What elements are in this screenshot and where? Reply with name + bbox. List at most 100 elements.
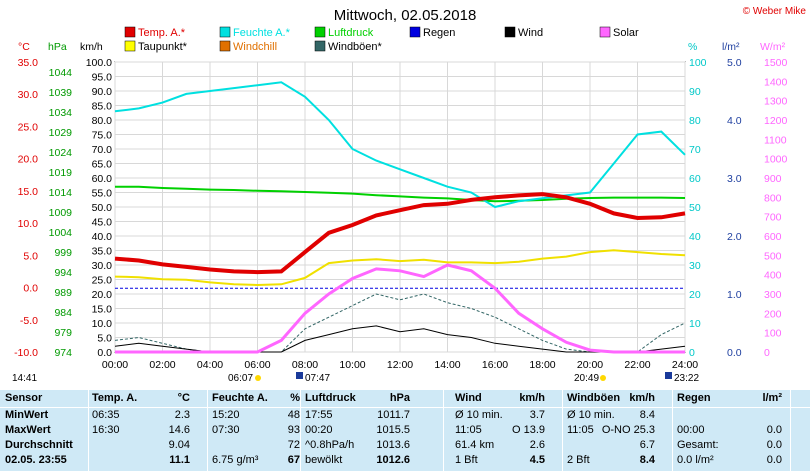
table-cell: 6.7 (639, 439, 655, 451)
temp-tick-label: 5.0 (23, 250, 38, 262)
hpa-tick-label: 989 (54, 287, 72, 299)
rain-tick-label: 4.0 (727, 115, 742, 127)
table-cell: 02.05. 23:55 (5, 454, 67, 466)
kmh-tick-label: 5.0 (97, 333, 112, 345)
pct-tick-label: 30 (689, 260, 701, 272)
time-tick-label: 20:00 (577, 359, 603, 371)
axis-unit-label: hPa (48, 41, 67, 53)
table-header-cell: °C (177, 392, 190, 404)
table-cell: 1015.5 (376, 424, 410, 436)
table-cell: 1011.7 (377, 409, 410, 421)
kmh-tick-label: 10.0 (92, 318, 113, 330)
table-cell: bewölkt (305, 454, 343, 466)
solar-tick-label: 400 (764, 270, 782, 282)
legend-label: Windböen* (328, 41, 383, 53)
table-header-cell: Luftdruck (305, 392, 356, 404)
legend-swatch (409, 26, 421, 38)
table-cell: 0.0 (766, 439, 782, 451)
time-tick-label: 14:00 (434, 359, 460, 371)
kmh-tick-label: 15.0 (92, 304, 113, 316)
table-divider (207, 390, 208, 471)
hpa-tick-label: 1004 (49, 227, 73, 239)
series-line-solar (115, 263, 685, 354)
table-cell: 1012.6 (376, 454, 410, 466)
table-divider (88, 390, 89, 471)
sunrise2-label: 07:47 (305, 373, 330, 384)
axis-unit-label: W/m² (760, 41, 786, 53)
solar-tick-label: 1100 (764, 134, 787, 146)
time-tick-label: 02:00 (149, 359, 175, 371)
series-line-taupunkt (114, 249, 686, 287)
sunset-label: 20:49 (574, 373, 599, 384)
table-cell: 9.04 (168, 439, 190, 451)
chart-grid (114, 61, 686, 353)
table-divider (443, 390, 444, 471)
legend-label: Regen (423, 27, 455, 39)
kmh-tick-label: 95.0 (92, 72, 113, 84)
table-header-cell: Sensor (5, 392, 43, 404)
table-header-cell: km/h (519, 392, 545, 404)
legend-label: Taupunkt* (138, 41, 188, 53)
temp-tick-label: 0.0 (23, 283, 38, 295)
temp-tick-label: 25.0 (18, 121, 39, 133)
legend-swatch (314, 40, 326, 52)
table-header-cell: Feuchte A. (212, 392, 268, 404)
time-tick-label: 06:00 (244, 359, 270, 371)
table-cell: 72 (287, 439, 300, 451)
time-tick-label: 18:00 (529, 359, 555, 371)
kmh-tick-label: 55.0 (92, 188, 113, 200)
solar-tick-label: 1400 (764, 76, 788, 88)
moon-icon (296, 372, 303, 379)
table-divider (300, 390, 301, 471)
table-header-cell: Temp. A. (92, 392, 138, 404)
rain-tick-label: 0.0 (727, 347, 742, 359)
axis-unit-label: l/m² (722, 41, 740, 53)
solar-tick-label: 600 (764, 231, 782, 243)
solar-tick-label: 800 (764, 192, 782, 204)
pct-tick-label: 40 (689, 231, 701, 243)
time-tick-label: 04:00 (197, 359, 223, 371)
hpa-tick-label: 1014 (49, 187, 73, 199)
rain-tick-label: 3.0 (727, 173, 742, 185)
chart-series (114, 81, 686, 354)
sun-icon (600, 375, 606, 381)
solar-tick-label: 1200 (764, 115, 788, 127)
temp-tick-label: -5.0 (20, 315, 38, 327)
kmh-tick-label: 0.0 (97, 347, 112, 359)
kmh-tick-label: 70.0 (92, 144, 113, 156)
time-tick-label: 16:00 (482, 359, 508, 371)
kmh-tick-label: 90.0 (92, 86, 113, 98)
solar-tick-label: 1300 (764, 96, 788, 108)
table-cell: 93 (287, 424, 300, 436)
table-cell: Gesamt: (677, 439, 719, 451)
legend-label: Temp. A.* (138, 27, 186, 39)
time-marker-left: 14:41 (12, 373, 37, 384)
table-cell: O-NO 25.3 (601, 424, 655, 436)
legend-swatch (219, 26, 231, 38)
solar-tick-label: 700 (764, 212, 782, 224)
hpa-tick-label: 1019 (49, 167, 73, 179)
table-cell: 3.7 (529, 409, 545, 421)
table-divider (790, 390, 791, 471)
kmh-tick-label: 75.0 (92, 130, 113, 142)
pct-tick-label: 0 (689, 347, 695, 359)
table-cell: 8.4 (639, 409, 655, 421)
hpa-tick-label: 984 (54, 307, 72, 319)
table-cell: 1 Bft (455, 454, 478, 466)
kmh-tick-label: 85.0 (92, 101, 113, 113)
table-cell: 2 Bft (567, 454, 590, 466)
legend-label: Feuchte A.* (233, 27, 291, 39)
sunset2-label: 23:22 (674, 373, 699, 384)
kmh-tick-label: 100.0 (86, 57, 112, 69)
hpa-tick-label: 1044 (49, 67, 73, 79)
legend-label: Wind (518, 27, 543, 39)
table-header-cell: Windböen (567, 392, 621, 404)
table-cell: 06:35 (92, 409, 120, 421)
kmh-tick-label: 35.0 (92, 246, 113, 258)
legend-swatch (124, 40, 136, 52)
legend-swatch (124, 26, 136, 38)
chart-title: Mittwoch, 02.05.2018 (334, 7, 477, 24)
series-line-feuchtea (114, 81, 686, 209)
hpa-tick-label: 994 (54, 267, 72, 279)
table-header-cell: Regen (677, 392, 711, 404)
